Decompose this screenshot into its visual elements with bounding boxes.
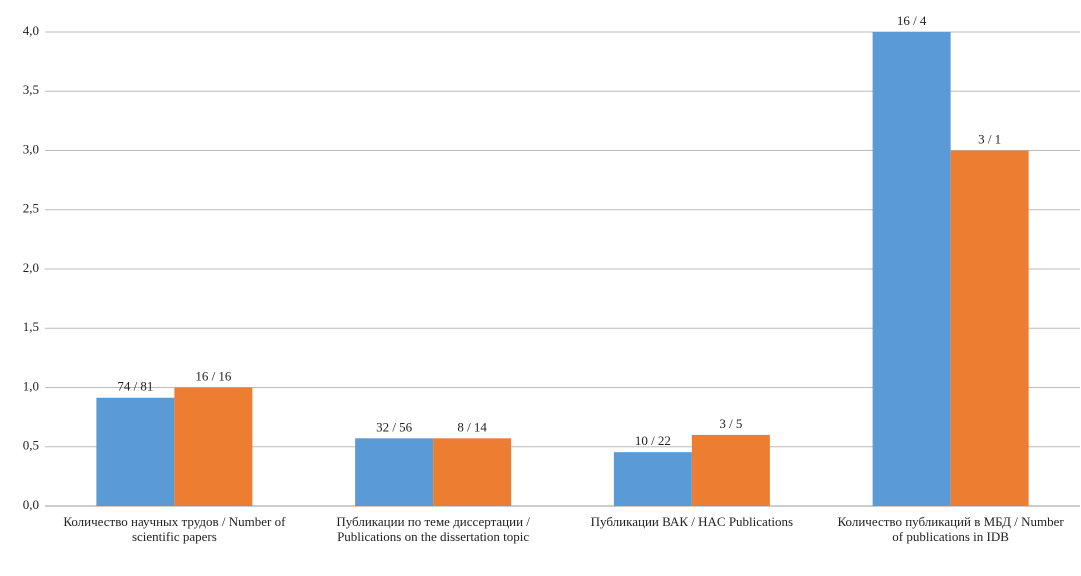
y-tick-label: 2,5 (23, 201, 39, 216)
value-label: 8 / 14 (457, 419, 487, 434)
y-tick-label: 0,5 (23, 438, 39, 453)
x-tick-label: Публикации ВАК / HAC Publications (590, 514, 794, 529)
value-label: 10 / 22 (635, 433, 671, 448)
value-label: 3 / 1 (978, 131, 1001, 146)
y-tick-label: 4,0 (23, 23, 39, 38)
value-label: 16 / 16 (195, 368, 232, 383)
bar (174, 387, 253, 506)
bar (96, 397, 175, 506)
x-tick-label: Количество публикаций в МБД / Number of … (837, 514, 1064, 544)
bar (433, 438, 512, 506)
value-label: 32 / 56 (376, 419, 413, 434)
value-label: 74 / 81 (117, 379, 153, 394)
bar (691, 434, 770, 506)
bar (950, 150, 1029, 506)
bar (872, 32, 951, 506)
bar (355, 438, 434, 506)
y-tick-label: 1,5 (23, 319, 39, 334)
bar (613, 452, 692, 506)
y-tick-label: 1,0 (23, 378, 39, 393)
y-tick-label: 0,0 (23, 497, 39, 512)
y-tick-label: 3,0 (23, 141, 39, 156)
value-label: 3 / 5 (719, 416, 742, 431)
x-tick-label: Публикации по теме диссертации / Publica… (336, 514, 530, 544)
y-tick-label: 3,5 (23, 82, 39, 97)
y-tick-label: 2,0 (23, 260, 39, 275)
value-label: 16 / 4 (897, 13, 927, 28)
x-tick-label: Количество научных трудов / Number of sc… (63, 514, 286, 544)
